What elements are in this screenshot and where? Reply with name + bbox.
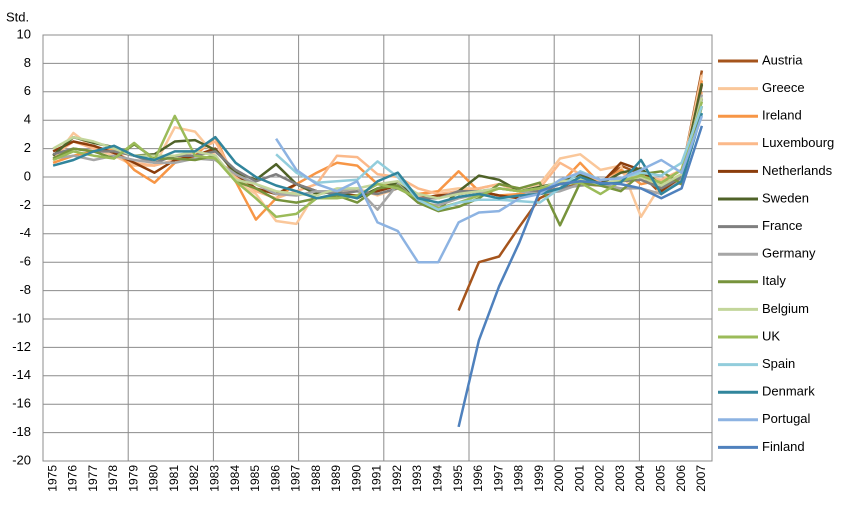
legend-label: Italy <box>762 273 786 288</box>
y-tick-label: -20 <box>12 452 31 467</box>
legend-label: Sweden <box>762 190 809 205</box>
x-tick-label: 1995 <box>451 465 465 492</box>
plot-border <box>42 34 713 462</box>
y-tick-label: -10 <box>12 310 31 325</box>
legend-label: Luxembourg <box>762 135 834 150</box>
y-tick-label: 10 <box>17 26 31 41</box>
x-tick-label: 2000 <box>552 465 566 492</box>
x-tick-label: 1986 <box>268 465 282 492</box>
y-tick-label: -18 <box>12 424 31 439</box>
x-tick-label: 1977 <box>86 465 100 492</box>
legend-label: Austria <box>762 52 803 67</box>
x-tick-label: 1982 <box>187 465 201 492</box>
x-tick-label: 2005 <box>653 465 667 492</box>
legend-label: Greece <box>762 80 805 95</box>
series-line <box>52 80 704 221</box>
legend-label: Portugal <box>762 411 811 426</box>
x-tick-label: 1990 <box>349 465 363 492</box>
series-line <box>275 115 704 264</box>
x-tick-label: 2003 <box>613 465 627 492</box>
x-tick-label: 1997 <box>491 465 505 492</box>
x-tick-label: 1993 <box>410 465 424 492</box>
series-line <box>52 74 704 226</box>
x-tick-label: 1975 <box>45 465 59 492</box>
series-line <box>52 105 704 227</box>
y-tick-label: -14 <box>12 367 31 382</box>
x-tick-label: 1983 <box>207 465 221 492</box>
y-tick-label: -12 <box>12 339 31 354</box>
x-tick-label: 1996 <box>471 465 485 492</box>
x-tick-label: 1987 <box>289 465 303 492</box>
y-tick-label: 8 <box>24 55 31 70</box>
y-tick-label: -4 <box>19 225 31 240</box>
legend-label: Germany <box>762 246 816 261</box>
x-tick-label: 1985 <box>248 465 262 492</box>
y-tick-label: 2 <box>24 140 31 155</box>
x-tick-label: 1981 <box>167 465 181 492</box>
legend-label: Denmark <box>762 384 815 399</box>
y-tick-label: -2 <box>19 197 31 212</box>
x-tick-label: 1976 <box>66 465 80 492</box>
x-tick-label: 2004 <box>633 465 647 492</box>
y-axis-label: Std. <box>6 9 29 24</box>
legend-label: Ireland <box>762 108 802 123</box>
x-tick-label: 1980 <box>147 465 161 492</box>
x-tick-label: 2002 <box>593 465 607 492</box>
x-tick-label: 1988 <box>309 465 323 492</box>
x-tick-label: 1999 <box>532 465 546 492</box>
x-tick-label: 2001 <box>572 465 586 492</box>
x-tick-label: 1984 <box>228 465 242 492</box>
x-tick-label: 1989 <box>329 465 343 492</box>
x-tick-label: 1994 <box>430 465 444 492</box>
y-tick-label: 0 <box>24 168 31 183</box>
y-tick-label: -16 <box>12 396 31 411</box>
x-tick-label: 2007 <box>694 465 708 492</box>
legend-label: Netherlands <box>762 163 833 178</box>
legend-label: Spain <box>762 356 795 371</box>
x-tick-label: 1979 <box>126 465 140 492</box>
y-tick-label: 4 <box>24 112 31 127</box>
x-tick-label: 1998 <box>512 465 526 492</box>
legend-label: Belgium <box>762 301 809 316</box>
series-line <box>52 101 704 219</box>
series-line <box>457 125 704 428</box>
x-tick-label: 1992 <box>390 465 404 492</box>
y-tick-label: -6 <box>19 254 31 269</box>
x-tick-label: 2006 <box>674 465 688 492</box>
x-tick-label: 1991 <box>370 465 384 492</box>
legend-label: France <box>762 218 802 233</box>
x-tick-label: 1978 <box>106 465 120 492</box>
legend-label: Finland <box>762 439 805 454</box>
y-tick-label: 6 <box>24 83 31 98</box>
series-line <box>275 105 704 211</box>
legend-label: UK <box>762 328 780 343</box>
y-tick-label: -8 <box>19 282 31 297</box>
